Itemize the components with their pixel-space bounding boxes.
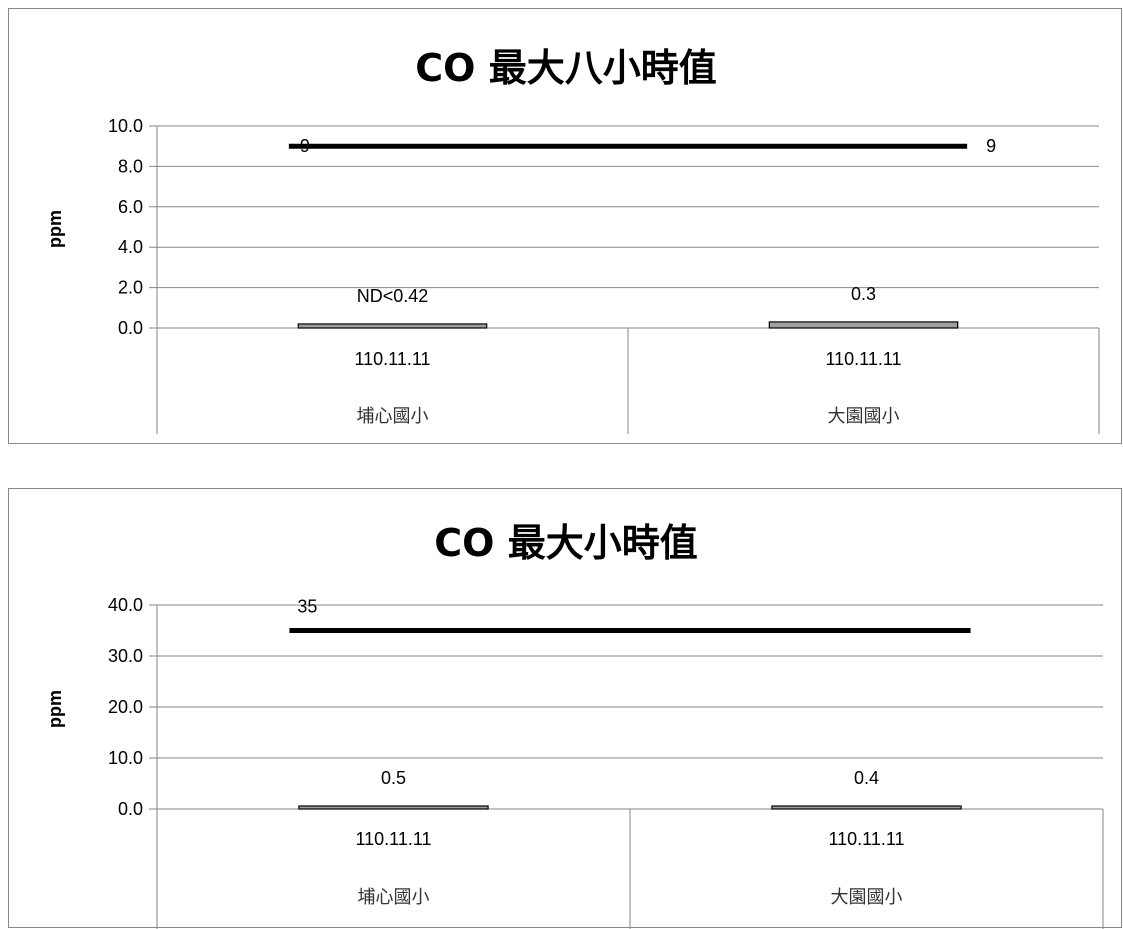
y-tick-label: 20.0 bbox=[108, 697, 143, 717]
line-data-label: 35 bbox=[297, 597, 317, 617]
x-tick-site: 埔心國小 bbox=[357, 406, 429, 427]
x-tick-date: 110.11.11 bbox=[354, 349, 430, 369]
bar-data-label: 0.3 bbox=[851, 284, 876, 304]
chart-title: CO 最大八小時值 bbox=[415, 46, 716, 90]
bar-data-label: ND<0.42 bbox=[357, 286, 429, 306]
bar bbox=[297, 323, 488, 329]
y-tick-label: 0.0 bbox=[118, 799, 143, 819]
x-tick-site: 埔心國小 bbox=[358, 887, 430, 908]
bar-data-label: 0.4 bbox=[854, 768, 879, 788]
chart-8hr-svg: CO 最大八小時值 0.0 2.0 4.0 6.0 8.0 10.0 ppm 110.11.11… bbox=[45, 46, 1100, 434]
line-data-label: 9 bbox=[300, 136, 310, 156]
y-tick-label: 4.0 bbox=[118, 237, 143, 257]
chart-panel-8hr: CO 最大八小時值 0.0 2.0 4.0 6.0 8.0 10.0 ppm 110.11.11… bbox=[8, 8, 1122, 444]
chart-panel-1hr: CO 最大小時值 0.0 10.0 20.0 30.0 40.0 ppm 110.11.11 埔… bbox=[8, 488, 1122, 929]
bar bbox=[771, 805, 962, 810]
y-tick-label: 30.0 bbox=[108, 646, 143, 666]
y-tick-label: 2.0 bbox=[118, 278, 143, 298]
y-tick-label: 40.0 bbox=[108, 595, 143, 615]
y-tick-label: 8.0 bbox=[118, 156, 143, 176]
y-tick-label: 10.0 bbox=[108, 748, 143, 768]
y-tick-label: 6.0 bbox=[118, 197, 143, 217]
x-tick-date: 110.11.11 bbox=[825, 349, 901, 369]
chart-title: CO 最大小時值 bbox=[434, 521, 697, 565]
y-axis-label: ppm bbox=[45, 210, 65, 248]
x-tick-site: 大園國小 bbox=[828, 406, 900, 427]
y-tick-label: 0.0 bbox=[118, 318, 143, 338]
y-axis-label: ppm bbox=[45, 690, 65, 728]
x-tick-date: 110.11.11 bbox=[828, 829, 904, 849]
bar-data-label: 0.5 bbox=[381, 768, 406, 788]
bar bbox=[298, 805, 489, 810]
x-tick-site: 大園國小 bbox=[831, 887, 903, 908]
y-tick-label: 10.0 bbox=[108, 116, 143, 136]
bar bbox=[768, 321, 959, 329]
x-tick-date: 110.11.11 bbox=[355, 829, 431, 849]
chart-1hr-svg: CO 最大小時值 0.0 10.0 20.0 30.0 40.0 ppm 110.11.11 埔… bbox=[45, 521, 1104, 929]
line-data-label: 9 bbox=[986, 136, 996, 156]
